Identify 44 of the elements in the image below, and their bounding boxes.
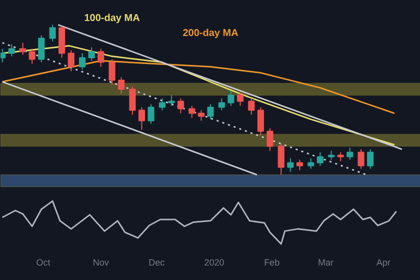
candlestick xyxy=(38,34,45,63)
candlestick xyxy=(198,110,204,122)
candlestick xyxy=(278,142,284,176)
candlestick xyxy=(49,24,56,42)
x-tick-label: Feb xyxy=(264,258,280,268)
candlestick xyxy=(228,90,234,106)
candlestick xyxy=(138,106,146,130)
x-tick-label: Nov xyxy=(92,258,110,268)
candlestick xyxy=(108,58,116,86)
candlestick xyxy=(188,105,196,118)
candlestick xyxy=(316,152,324,166)
candlestick xyxy=(88,46,95,62)
candlestick xyxy=(168,94,175,106)
candlestick xyxy=(236,92,244,106)
candlestick xyxy=(28,48,36,64)
candlestick xyxy=(287,158,294,172)
candlestick xyxy=(118,76,125,94)
text: 100-day MA xyxy=(84,12,140,24)
candlestick xyxy=(346,147,354,160)
candlestick xyxy=(78,52,86,70)
candlestick xyxy=(68,50,74,72)
x-tick-label: 2020 xyxy=(204,258,224,268)
candlestick xyxy=(266,128,274,152)
candlestick xyxy=(367,148,374,170)
candlestick xyxy=(148,104,154,124)
candlestick xyxy=(257,106,264,136)
candlestick xyxy=(20,42,26,56)
candlestick xyxy=(248,98,255,116)
candlestick xyxy=(308,158,314,170)
candlestick xyxy=(98,48,104,68)
candlestick xyxy=(177,98,184,114)
x-tick-label: Mar xyxy=(318,258,334,268)
candlestick xyxy=(358,148,364,170)
x-tick-label: Dec xyxy=(148,258,166,268)
text: 200-day MA xyxy=(182,28,238,39)
candlestick xyxy=(158,98,166,111)
candlestick xyxy=(0,48,6,63)
candlestick xyxy=(218,98,225,111)
candlestick xyxy=(296,159,303,171)
candlestick xyxy=(207,104,214,120)
candlestick xyxy=(129,86,136,116)
x-tick-label: Apr xyxy=(376,258,390,268)
candlestick xyxy=(8,44,15,57)
x-tick-label: Oct xyxy=(36,258,51,268)
